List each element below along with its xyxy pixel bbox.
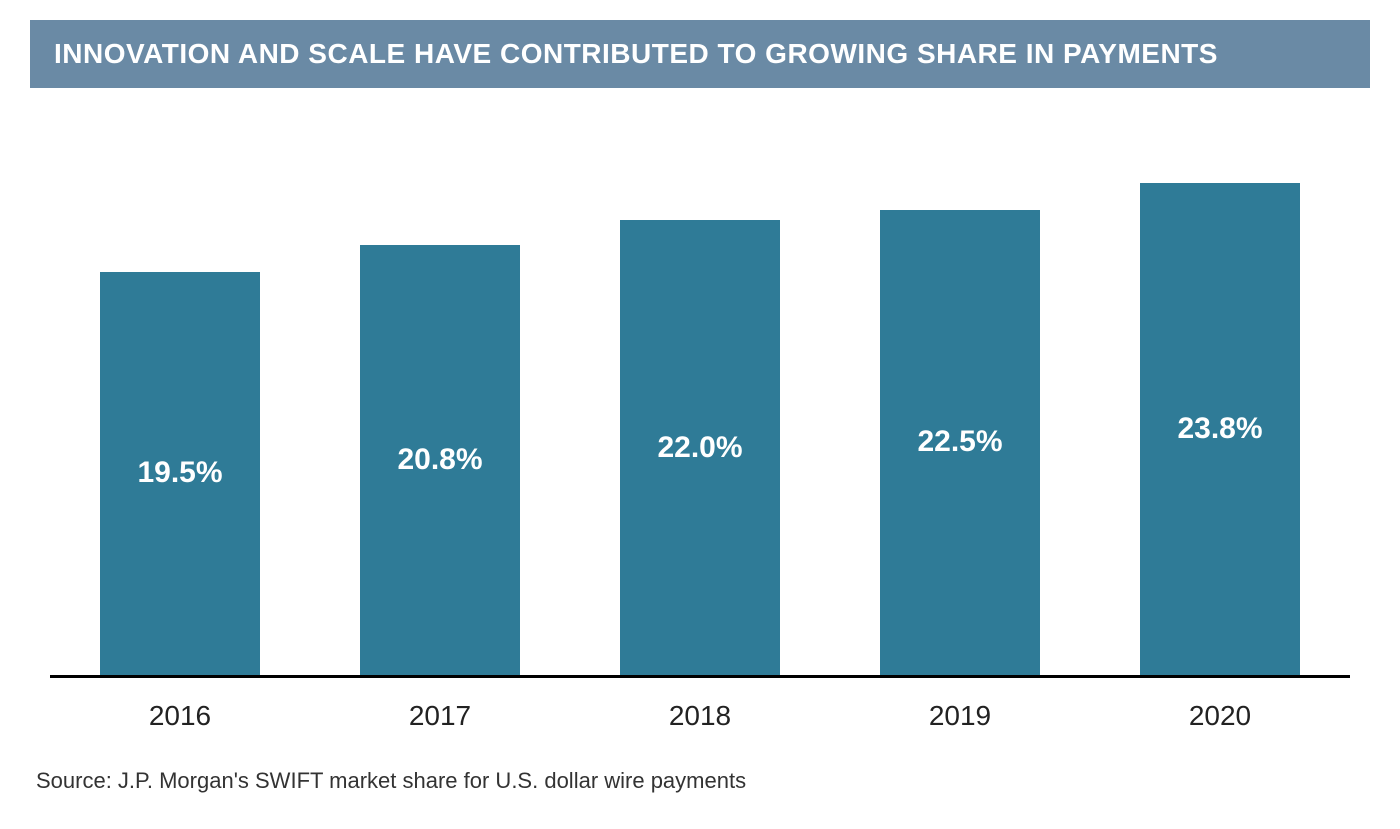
chart-title: INNOVATION AND SCALE HAVE CONTRIBUTED TO…	[54, 38, 1218, 69]
chart-title-bar: INNOVATION AND SCALE HAVE CONTRIBUTED TO…	[30, 20, 1370, 88]
bar-2016: 19.5%	[100, 272, 260, 675]
plot-area: 19.5% 20.8% 22.0% 22.5% 23.8%	[50, 158, 1350, 678]
bar-slot: 19.5%	[50, 158, 310, 675]
bar-2017: 20.8%	[360, 245, 520, 675]
x-axis-label: 2017	[310, 688, 570, 738]
source-text: Source: J.P. Morgan's SWIFT market share…	[30, 768, 1370, 794]
bar-slot: 22.0%	[570, 158, 830, 675]
bar-value-label: 23.8%	[1177, 412, 1262, 446]
x-axis-label: 2018	[570, 688, 830, 738]
x-axis-label: 2016	[50, 688, 310, 738]
bar-slot: 23.8%	[1090, 158, 1350, 675]
bar-2018: 22.0%	[620, 220, 780, 675]
x-axis-labels: 2016 2017 2018 2019 2020	[50, 688, 1350, 738]
x-axis-label: 2019	[830, 688, 1090, 738]
bar-2019: 22.5%	[880, 210, 1040, 675]
bar-value-label: 20.8%	[397, 443, 482, 477]
bar-slot: 22.5%	[830, 158, 1090, 675]
x-axis-label: 2020	[1090, 688, 1350, 738]
bar-value-label: 22.5%	[917, 425, 1002, 459]
bar-2020: 23.8%	[1140, 183, 1300, 675]
chart-region: 19.5% 20.8% 22.0% 22.5% 23.8% 2016 2017 …	[30, 148, 1370, 738]
bar-value-label: 22.0%	[657, 431, 742, 465]
bar-slot: 20.8%	[310, 158, 570, 675]
bar-value-label: 19.5%	[137, 456, 222, 490]
